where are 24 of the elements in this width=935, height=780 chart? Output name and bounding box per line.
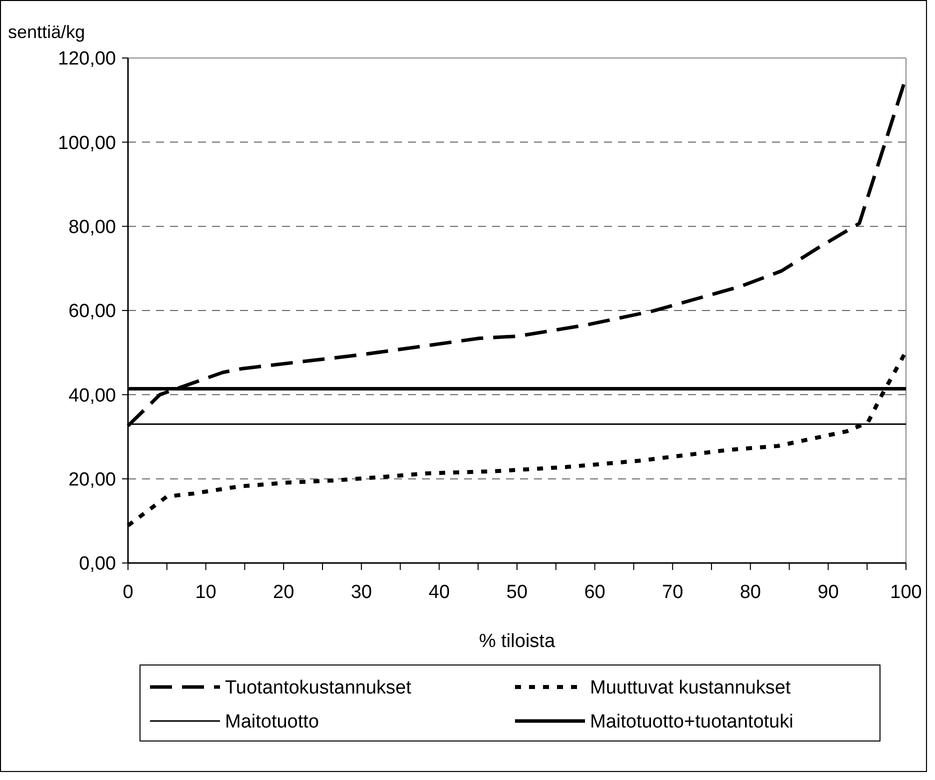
legend-label: Maitotuotto+tuotantotuki: [590, 712, 794, 733]
x-tick-label: 50: [506, 582, 528, 603]
x-axis-title: % tiloista: [478, 631, 556, 652]
legend-label: Muuttuvat kustannukset: [590, 678, 792, 699]
x-tick-label: 40: [428, 582, 450, 603]
legend-label: Maitotuotto: [225, 712, 319, 733]
y-tick-label: 60,00: [68, 301, 116, 322]
y-tick-label: 80,00: [68, 216, 116, 238]
y-tick-label: 100,00: [58, 132, 116, 154]
y-tick-label: 0,00: [79, 554, 116, 575]
x-tick-label: 80: [740, 582, 761, 603]
x-tick-label: 90: [818, 582, 839, 603]
y-axis-title: senttiä/kg: [8, 22, 86, 42]
y-tick-label: 120,00: [58, 48, 116, 70]
y-tick-label: 20,00: [68, 469, 116, 490]
x-tick-label: 70: [662, 582, 684, 603]
x-tick-label: 60: [584, 582, 606, 603]
x-tick-label: 20: [273, 582, 294, 603]
x-tick-label: 100: [890, 582, 922, 603]
x-tick-label: 0: [122, 582, 134, 603]
x-tick-label: 30: [350, 582, 372, 603]
legend-label: Tuotantokustannukset: [225, 678, 412, 699]
x-tick-label: 10: [195, 582, 216, 603]
y-tick-label: 40,00: [68, 385, 116, 406]
